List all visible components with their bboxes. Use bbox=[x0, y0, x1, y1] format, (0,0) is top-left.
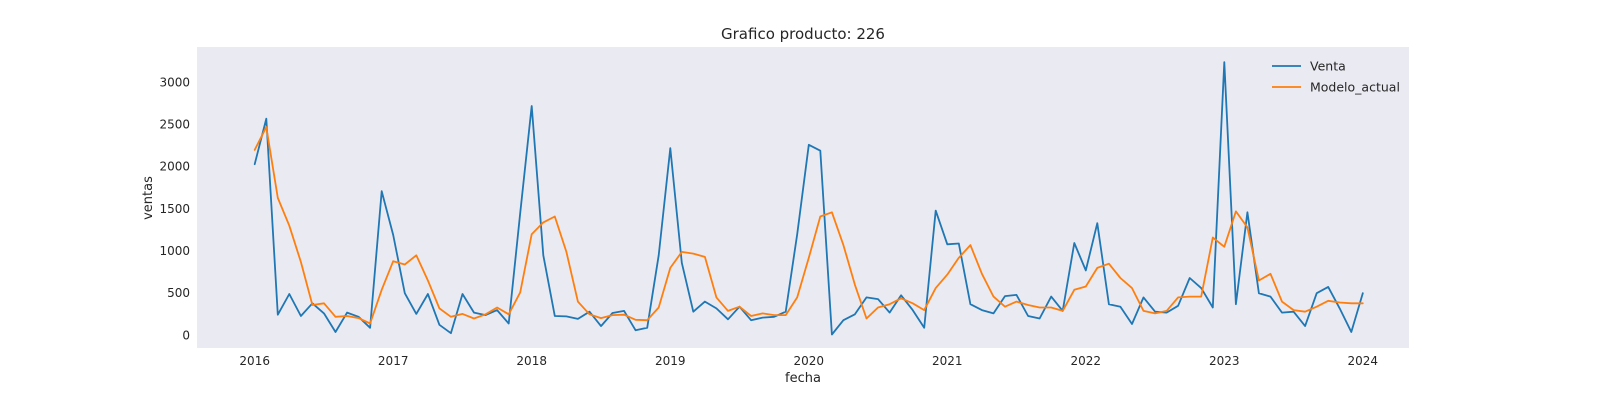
plot-area bbox=[197, 47, 1409, 348]
y-tick-label: 2500 bbox=[159, 118, 190, 132]
x-tick-label: 2023 bbox=[1209, 354, 1240, 368]
legend-label: Venta bbox=[1310, 59, 1346, 74]
y-axis-label: ventas bbox=[141, 176, 156, 220]
y-tick-label: 0 bbox=[182, 328, 190, 342]
series-line-venta bbox=[253, 61, 1364, 336]
series-line-modelo-actual bbox=[253, 126, 1364, 325]
chart-title: Grafico producto: 226 bbox=[721, 25, 885, 43]
x-tick-label: 2016 bbox=[239, 354, 270, 368]
y-tick-label: 2000 bbox=[159, 160, 190, 174]
x-tick-label: 2019 bbox=[655, 354, 686, 368]
x-axis-label: fecha bbox=[785, 371, 821, 386]
x-tick-label: 2017 bbox=[378, 354, 409, 368]
x-axis-ticks: 2016 2017 2018 2019 2020 2021 2022 2023 2024 bbox=[239, 354, 1378, 368]
legend-label: Modelo_actual bbox=[1310, 80, 1400, 95]
y-tick-label: 1500 bbox=[159, 202, 190, 216]
x-tick-label: 2024 bbox=[1348, 354, 1379, 368]
y-tick-label: 1000 bbox=[159, 244, 190, 258]
x-tick-label: 2018 bbox=[516, 354, 547, 368]
legend: Venta Modelo_actual bbox=[1272, 59, 1400, 95]
x-tick-label: 2020 bbox=[794, 354, 825, 368]
x-tick-label: 2022 bbox=[1071, 354, 1102, 368]
y-tick-label: 3000 bbox=[159, 75, 190, 89]
y-axis-ticks: 0 500 1000 1500 2000 2500 3000 bbox=[159, 75, 190, 342]
y-tick-label: 500 bbox=[167, 286, 190, 300]
series-layer bbox=[253, 61, 1364, 336]
x-tick-label: 2021 bbox=[932, 354, 963, 368]
